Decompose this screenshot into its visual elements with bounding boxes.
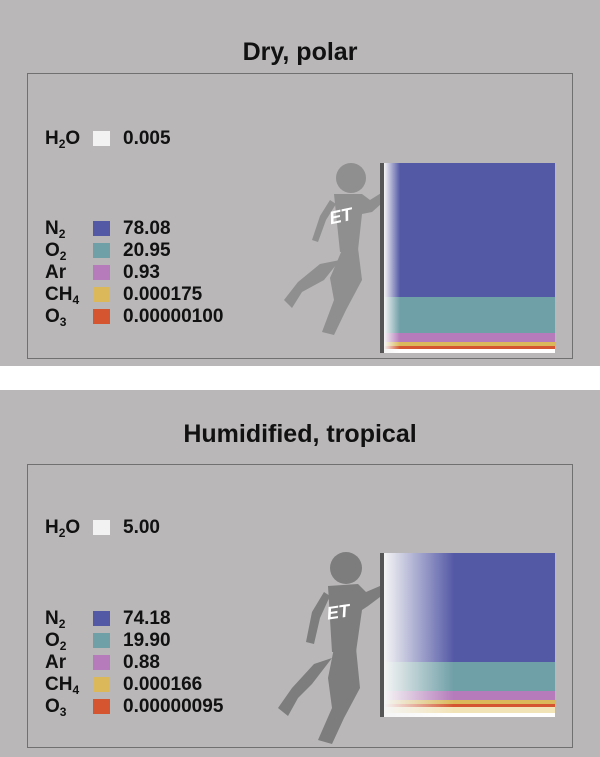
gas-formula: H2O (45, 128, 81, 151)
gas-value: 78.08 (123, 218, 171, 239)
gas-layer (380, 704, 555, 707)
gas-value: 20.95 (123, 240, 171, 261)
panel-dry-polar: Dry, polar H2O 0.005 N2 78.08 O2 20.95 Ar 0.9… (0, 0, 600, 366)
gas-layer (380, 707, 555, 713)
gas-layer (380, 163, 555, 297)
panel-humidified-tropical: Humidified, tropical H2O 5.00 N2 74.18 O2 1… (0, 390, 600, 757)
water-vapor-haze (384, 553, 454, 717)
gas-value: 19.90 (123, 630, 171, 651)
color-swatch (93, 699, 110, 714)
gas-layer (380, 342, 555, 346)
column-wall (380, 163, 384, 353)
pushing-person-figure: ET (278, 552, 384, 744)
column-base (380, 349, 555, 353)
gas-value: 0.88 (123, 652, 160, 673)
color-swatch (93, 611, 110, 626)
gas-value: 0.00000095 (123, 696, 224, 717)
gas-layer (380, 346, 555, 349)
color-swatch (93, 265, 110, 280)
pushing-person-figure: ET (284, 163, 390, 335)
color-swatch (93, 243, 110, 258)
gas-formula: O3 (45, 306, 67, 329)
gas-formula: N2 (45, 218, 66, 241)
atmosphere-column (380, 553, 555, 717)
panel-title: Humidified, tropical (183, 420, 417, 448)
gas-formula: N2 (45, 608, 66, 631)
figure-label: ET (325, 600, 353, 623)
gas-layer (380, 333, 555, 342)
water-vapor-haze (384, 163, 400, 353)
color-swatch (93, 633, 110, 648)
gas-formula: Ar (45, 262, 67, 283)
gas-value: 0.005 (123, 128, 171, 149)
color-swatch (93, 520, 110, 535)
gas-layer (380, 700, 555, 704)
color-swatch (93, 309, 110, 324)
gas-layer (380, 297, 555, 333)
gas-value: 74.18 (123, 608, 171, 629)
gas-value: 0.000166 (123, 674, 203, 695)
column-base (380, 713, 555, 717)
color-swatch (93, 677, 110, 692)
gas-formula: CH4 (45, 674, 80, 697)
gas-formula: O2 (45, 240, 67, 263)
gas-formula: O3 (45, 696, 67, 719)
gas-value: 0.00000100 (123, 306, 224, 327)
panel-frame (27, 464, 573, 748)
atmosphere-column (380, 163, 555, 353)
gas-formula: H2O (45, 517, 81, 540)
color-swatch (93, 221, 110, 236)
column-wall (380, 553, 384, 717)
gas-formula: Ar (45, 652, 67, 673)
gas-layer (380, 691, 555, 700)
panel-frame (27, 73, 573, 359)
gas-formula: CH4 (45, 284, 80, 307)
gas-value: 0.000175 (123, 284, 203, 305)
gas-value: 5.00 (123, 517, 160, 538)
color-swatch (93, 287, 110, 302)
color-swatch (93, 655, 110, 670)
gas-formula: O2 (45, 630, 67, 653)
panel-title: Dry, polar (242, 38, 358, 66)
gas-value: 0.93 (123, 262, 160, 283)
color-swatch (93, 131, 110, 146)
